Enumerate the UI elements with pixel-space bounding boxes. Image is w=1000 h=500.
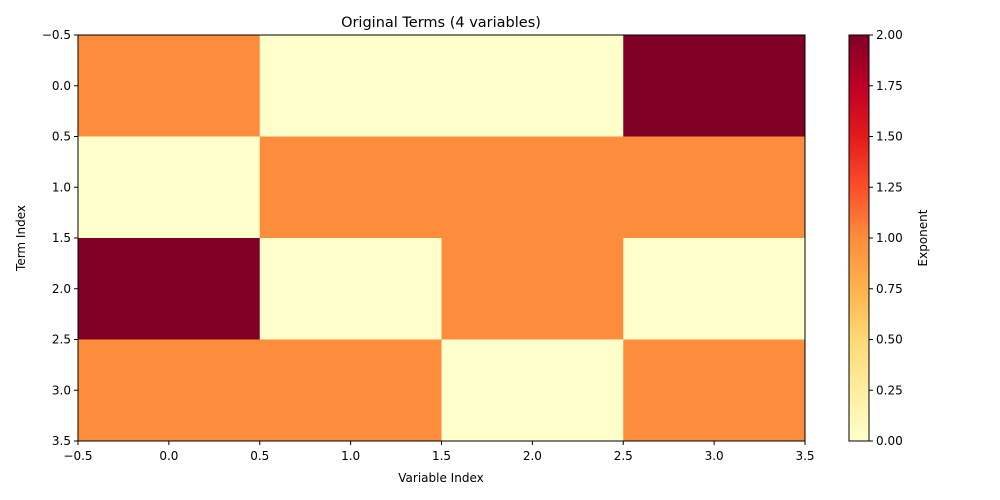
heatmap-cell-r3-c2: [441, 339, 624, 442]
heatmap-cell-r3-c0: [78, 339, 261, 442]
colorbar-tick-label: 0.00: [876, 434, 903, 448]
heatmap-cell-r3-c3: [623, 339, 806, 442]
y-axis-label: Term Index: [14, 205, 28, 272]
colorbar-tick-label: 0.75: [876, 282, 903, 296]
x-tick-label: 3.0: [705, 449, 724, 463]
heatmap-cell-r1-c1: [259, 136, 442, 239]
colorbar-tick-label: 1.00: [876, 231, 903, 245]
heatmap-cell-r0-c3: [623, 35, 806, 137]
x-tick-label: 0.5: [250, 449, 269, 463]
heatmap-cell-r2-c3: [623, 238, 806, 340]
heatmap-cell-r1-c3: [623, 136, 806, 239]
x-tick-label: −0.5: [63, 449, 92, 463]
colorbar: [848, 34, 870, 442]
heatmap-cell-r1-c0: [78, 136, 261, 239]
colorbar-tick-label: 1.75: [876, 79, 903, 93]
heatmap-cell-r0-c0: [78, 35, 261, 137]
heatmap-cell-r1-c2: [441, 136, 624, 239]
colorbar-label: Exponent: [916, 209, 930, 266]
x-tick-label: 3.5: [795, 449, 814, 463]
x-tick-label: 1.0: [341, 449, 360, 463]
colorbar-tick-label: 2.00: [876, 28, 903, 42]
y-tick-label: 3.0: [52, 383, 71, 397]
y-tick-label: 0.0: [52, 79, 71, 93]
x-tick-label: 2.0: [523, 449, 542, 463]
x-axis-label: Variable Index: [398, 471, 483, 485]
heatmap-cell-r0-c1: [259, 35, 442, 137]
x-tick-label: 2.5: [614, 449, 633, 463]
y-tick-label: 3.5: [52, 434, 71, 448]
y-tick-label: 2.0: [52, 282, 71, 296]
x-tick-label: 0.0: [159, 449, 178, 463]
heatmap-cell-r2-c2: [441, 238, 624, 340]
y-tick-label: 1.0: [52, 180, 71, 194]
heatmap-cell-r0-c2: [441, 35, 624, 137]
colorbar-tick-label: 1.25: [876, 180, 903, 194]
y-tick-label: −0.5: [42, 28, 71, 42]
y-tick-label: 2.5: [52, 333, 71, 347]
x-axis: −0.5 0.0 0.5 1.0 1.5 2.0 2.5 3.0 3.5: [63, 441, 815, 463]
colorbar-ticks: 0.00 0.25 0.50 0.75 1.00 1.25 1.50 1.75 2.00: [869, 28, 903, 448]
y-tick-label: 1.5: [52, 231, 71, 245]
colorbar-tick-label: 0.25: [876, 383, 903, 397]
heatmap-cells: [78, 35, 806, 442]
heatmap-cell-r2-c0: [78, 238, 261, 340]
heatmap-cell-r3-c1: [259, 339, 442, 442]
heatmap-cell-r2-c1: [259, 238, 442, 340]
x-tick-label: 1.5: [432, 449, 451, 463]
colorbar-tick-label: 1.50: [876, 130, 903, 144]
chart-title: Original Terms (4 variables): [341, 15, 541, 31]
y-tick-label: 0.5: [52, 130, 71, 144]
colorbar-tick-label: 0.50: [876, 333, 903, 347]
y-axis: −0.5 0.0 0.5 1.0 1.5 2.0 2.5 3.0 3.5: [42, 28, 78, 448]
